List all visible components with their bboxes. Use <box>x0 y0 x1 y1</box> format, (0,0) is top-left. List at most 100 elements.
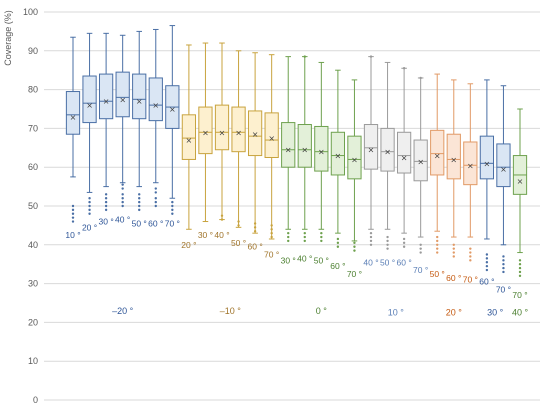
category-label: 70 ° <box>165 218 180 228</box>
box-3-1: × <box>380 61 395 250</box>
category-label: 60 ° <box>479 277 494 287</box>
outlier-point <box>402 241 406 245</box>
outlier-point <box>88 197 91 200</box>
outlier-point <box>502 259 505 262</box>
outlier-point <box>104 197 108 200</box>
outlier-point <box>518 263 522 266</box>
category-label: 40 ° <box>363 257 378 267</box>
outlier-point <box>452 255 455 258</box>
mean-marker: × <box>335 152 342 161</box>
category-label: 60 ° <box>248 242 263 252</box>
category-label: 60 ° <box>148 218 163 228</box>
outlier-point <box>237 224 240 227</box>
outlier-point <box>121 200 124 204</box>
iqr-box <box>496 143 511 188</box>
y-tick-label: 10 <box>28 356 38 366</box>
mean-marker: × <box>86 101 93 110</box>
iqr-box <box>330 131 346 176</box>
mean-marker: × <box>467 161 474 170</box>
outlier-point <box>452 251 455 254</box>
y-axis-title: Coverage (%) <box>3 10 13 66</box>
category-label: 60 ° <box>446 273 461 283</box>
mean-marker: × <box>318 148 325 157</box>
outlier-point <box>303 239 306 243</box>
outlier-point <box>502 263 505 266</box>
outlier-point <box>220 218 224 221</box>
box-3-0: × <box>363 55 379 246</box>
iqr-box <box>132 73 147 120</box>
outlier-point <box>452 243 455 246</box>
outlier-point <box>154 197 157 200</box>
outlier-point <box>369 243 373 246</box>
outlier-point <box>171 212 174 215</box>
box-1-1: × <box>198 42 213 223</box>
mean-marker: × <box>219 128 226 137</box>
outlier-point <box>369 231 373 235</box>
outlier-point <box>154 204 157 208</box>
outlier-point <box>436 247 439 250</box>
box-1-4: × <box>247 52 263 234</box>
mean-marker: × <box>417 157 424 166</box>
iqr-box <box>363 124 379 170</box>
iqr-box <box>314 125 329 172</box>
outlier-point <box>121 183 124 186</box>
outlier-point <box>104 204 108 208</box>
iqr-box <box>446 133 461 180</box>
outlier-point <box>369 239 373 243</box>
outlier-point <box>419 251 422 254</box>
outlier-point <box>320 235 323 239</box>
outlier-point <box>71 216 75 219</box>
outlier-point <box>502 270 505 274</box>
y-tick-label: 0 <box>33 395 38 405</box>
outlier-point <box>270 235 273 239</box>
outlier-point <box>386 235 389 239</box>
outlier-point <box>71 220 75 223</box>
category-label: 70 ° <box>347 269 362 279</box>
outlier-point <box>469 247 472 250</box>
box-1-0: × <box>181 44 197 230</box>
box-0-1: × <box>82 32 97 215</box>
box-2-1: × <box>297 55 312 243</box>
iqr-box <box>479 135 495 180</box>
mean-marker: × <box>235 128 242 137</box>
mean-marker: × <box>169 105 176 114</box>
iqr-box <box>247 110 263 157</box>
outlier-point <box>502 266 505 270</box>
outlier-point <box>320 239 323 243</box>
iqr-box <box>430 129 445 176</box>
outlier-point <box>171 200 174 204</box>
iqr-box <box>98 73 114 120</box>
box-4-1: × <box>446 79 461 258</box>
y-tick-label: 80 <box>28 85 38 95</box>
iqr-box <box>347 135 362 180</box>
outlier-point <box>71 204 75 208</box>
outlier-point <box>485 253 489 256</box>
outlier-point <box>121 187 124 190</box>
category-label: 70 ° <box>463 275 478 285</box>
outlier-point <box>386 247 389 250</box>
outlier-point <box>220 214 224 217</box>
box-1-3: × <box>231 50 246 228</box>
outlier-point <box>320 231 323 235</box>
outlier-point <box>270 231 273 235</box>
group-label: 10 ° <box>388 308 405 318</box>
category-label: 50 ° <box>231 238 246 248</box>
group-label: 30 ° <box>487 308 504 318</box>
category-label: 70 ° <box>413 265 428 275</box>
outlier-point <box>336 245 340 248</box>
category-label: 30 ° <box>281 255 296 265</box>
outlier-point <box>88 208 91 212</box>
y-tick-label: 50 <box>28 201 38 211</box>
group-label: –10 ° <box>220 306 242 316</box>
y-tick-label: 20 <box>28 317 38 327</box>
category-label: 60 ° <box>397 257 412 267</box>
outlier-point <box>303 55 306 58</box>
outlier-point <box>253 222 257 225</box>
box-3-3: × <box>413 76 428 254</box>
category-label: 30 ° <box>99 217 114 227</box>
box-0-3: × <box>115 34 130 208</box>
outlier-point <box>270 228 273 231</box>
mean-marker: × <box>103 97 110 106</box>
outlier-point <box>88 200 91 204</box>
outlier-point <box>336 241 340 245</box>
